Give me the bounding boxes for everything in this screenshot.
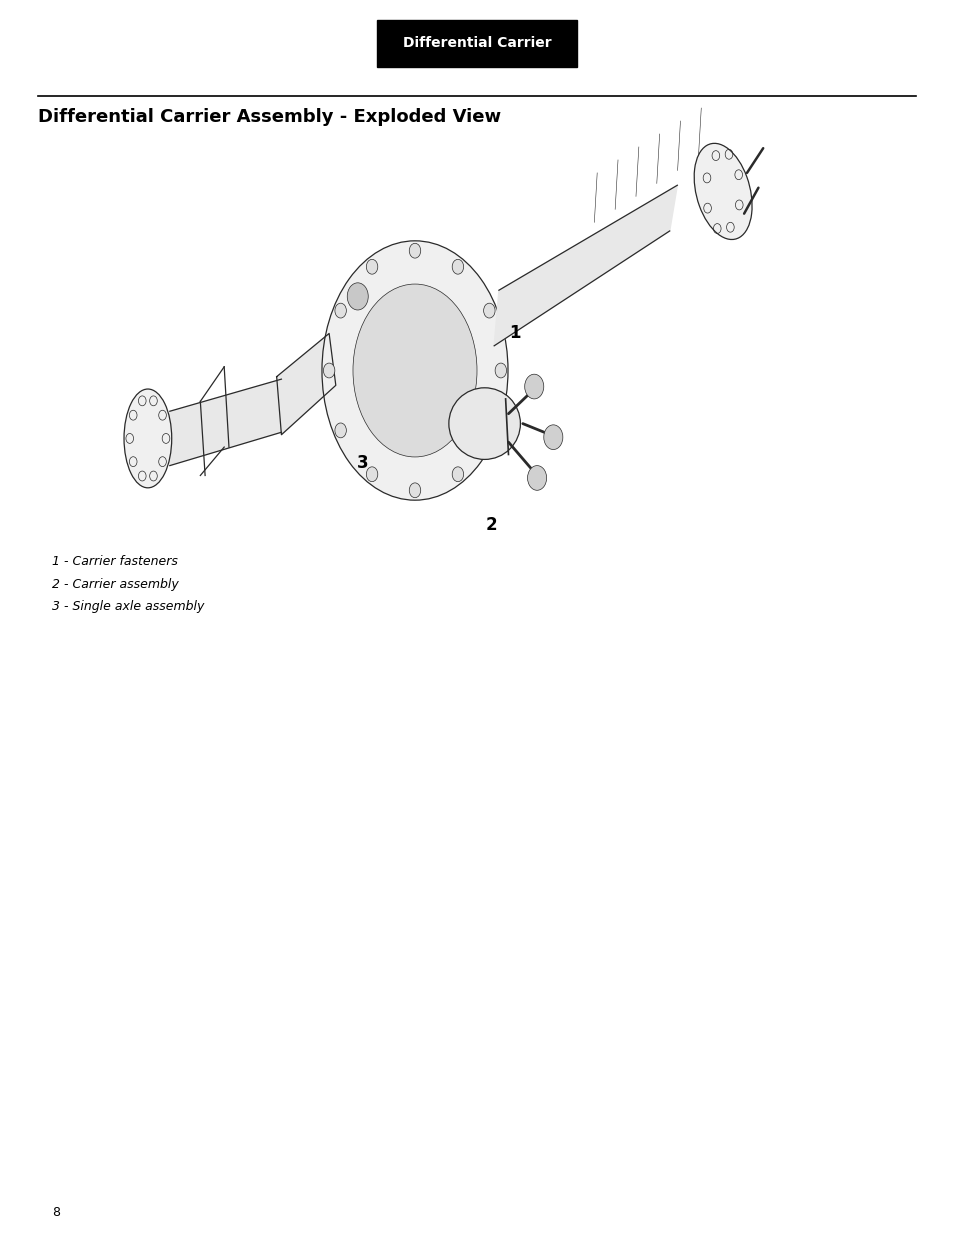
Circle shape (366, 467, 377, 482)
Text: Differential Carrier Assembly - Exploded View: Differential Carrier Assembly - Exploded… (38, 109, 500, 126)
Circle shape (335, 304, 346, 319)
Polygon shape (494, 185, 677, 346)
Text: 1: 1 (509, 325, 520, 342)
Text: 3: 3 (356, 454, 368, 472)
Circle shape (527, 466, 546, 490)
Ellipse shape (694, 143, 751, 240)
Circle shape (366, 259, 377, 274)
Circle shape (409, 243, 420, 258)
Circle shape (347, 283, 368, 310)
Polygon shape (170, 379, 281, 466)
Text: 1 - Carrier fasteners: 1 - Carrier fasteners (52, 556, 178, 568)
Ellipse shape (448, 388, 520, 459)
Circle shape (452, 259, 463, 274)
Circle shape (483, 424, 495, 438)
Text: 8: 8 (52, 1207, 60, 1219)
Circle shape (452, 467, 463, 482)
Circle shape (543, 425, 562, 450)
Circle shape (409, 483, 420, 498)
Text: 2: 2 (485, 516, 497, 534)
Text: 2 - Carrier assembly: 2 - Carrier assembly (52, 578, 179, 590)
Circle shape (335, 424, 346, 438)
Circle shape (495, 363, 506, 378)
Circle shape (323, 363, 335, 378)
Circle shape (483, 304, 495, 319)
Circle shape (524, 374, 543, 399)
Ellipse shape (321, 241, 507, 500)
Ellipse shape (353, 284, 476, 457)
Ellipse shape (124, 389, 172, 488)
Text: 3 - Single axle assembly: 3 - Single axle assembly (52, 600, 205, 613)
Bar (376, 20, 577, 67)
Text: Differential Carrier: Differential Carrier (402, 36, 551, 51)
Polygon shape (276, 333, 335, 435)
